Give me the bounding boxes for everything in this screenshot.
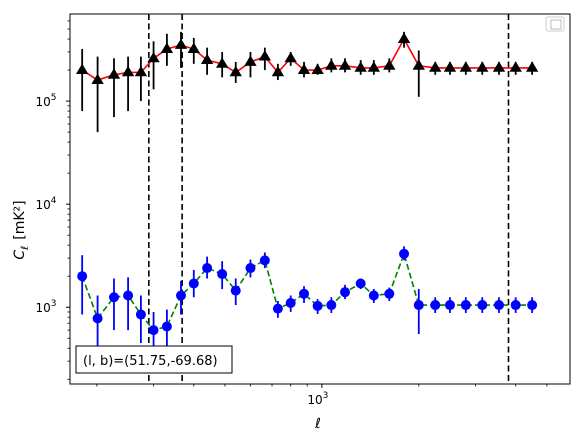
y-tick-label-2: 105 (35, 93, 56, 109)
y-axis-label-unit: [mK²] (12, 200, 28, 239)
annotation-box: (l, b)=(51.75,-69.68) (75, 345, 233, 374)
data-point (92, 313, 103, 324)
data-point (492, 61, 506, 72)
data-point (312, 300, 323, 311)
data-point (188, 278, 199, 289)
data-point (443, 61, 457, 72)
data-point (135, 309, 146, 320)
y-axis-label-main: C (12, 250, 28, 260)
data-point (91, 73, 104, 84)
data-point (77, 271, 88, 282)
data-point (413, 300, 424, 311)
data-point (200, 53, 214, 64)
axes-frame (69, 13, 571, 385)
data-point (174, 38, 188, 49)
data-point (397, 32, 411, 43)
data-point (175, 290, 186, 301)
data-point (430, 300, 441, 311)
data-point (412, 59, 425, 70)
data-point (284, 51, 297, 63)
data-point (355, 278, 366, 289)
data-point (527, 300, 538, 311)
data-point (325, 59, 338, 70)
data-point (429, 61, 442, 72)
data-point (229, 65, 242, 77)
data-point (187, 42, 200, 53)
data-point (326, 300, 337, 311)
data-point (123, 290, 134, 301)
data-point (510, 300, 521, 311)
data-point (509, 61, 522, 72)
legend-empty-handle (550, 19, 562, 30)
x-axis-label: ℓ (314, 416, 321, 432)
data-point (217, 269, 228, 280)
legend-box (545, 16, 565, 32)
data-point (259, 255, 270, 266)
series-0 (75, 31, 539, 133)
data-point (121, 65, 135, 77)
data-point (108, 292, 119, 303)
data-point (338, 59, 352, 70)
data-point (147, 51, 160, 63)
data-point (368, 290, 379, 301)
data-point (354, 61, 367, 72)
annotation-text: (l, b)=(51.75,-69.68) (83, 354, 218, 369)
data-point (215, 57, 229, 68)
annotation-frame (75, 345, 233, 374)
data-point (525, 61, 539, 72)
data-point (384, 288, 395, 299)
y-tick-label-0: 103 (35, 299, 56, 315)
data-point (444, 300, 455, 311)
data-point (271, 65, 285, 77)
data-point (107, 68, 121, 79)
data-point (493, 300, 504, 311)
data-point (148, 325, 159, 336)
data-point (476, 61, 489, 72)
data-point (340, 287, 351, 298)
data-point (459, 61, 472, 72)
data-point (297, 63, 311, 74)
data-point (299, 288, 310, 299)
data-point (244, 55, 257, 66)
data-point (160, 42, 174, 53)
data-point (75, 63, 89, 74)
data-point (161, 321, 172, 332)
data-point (460, 300, 471, 311)
data-point (272, 303, 283, 314)
data-point (367, 61, 380, 72)
data-point (285, 297, 296, 308)
svg-text:Cℓ[mK²]: Cℓ [mK²] (12, 200, 31, 259)
data-point (383, 59, 396, 70)
y-axis-label: Cℓ [mK²] (12, 200, 31, 259)
vertical-reference-lines (148, 14, 510, 384)
x-tick-label-0: 103 (307, 391, 328, 407)
data-point (477, 300, 488, 311)
axis-ticks: 103 103 104 105 (35, 20, 548, 407)
data-point (399, 248, 410, 259)
data-point (202, 263, 213, 274)
y-tick-label-1: 104 (35, 196, 56, 212)
data-point (245, 263, 256, 274)
data-point (134, 65, 148, 77)
data-series (75, 31, 539, 355)
data-point (311, 63, 324, 74)
series-1 (77, 246, 538, 355)
y-axis-label-subscript: ℓ (20, 246, 31, 250)
data-point (230, 285, 241, 296)
data-point (258, 50, 272, 61)
